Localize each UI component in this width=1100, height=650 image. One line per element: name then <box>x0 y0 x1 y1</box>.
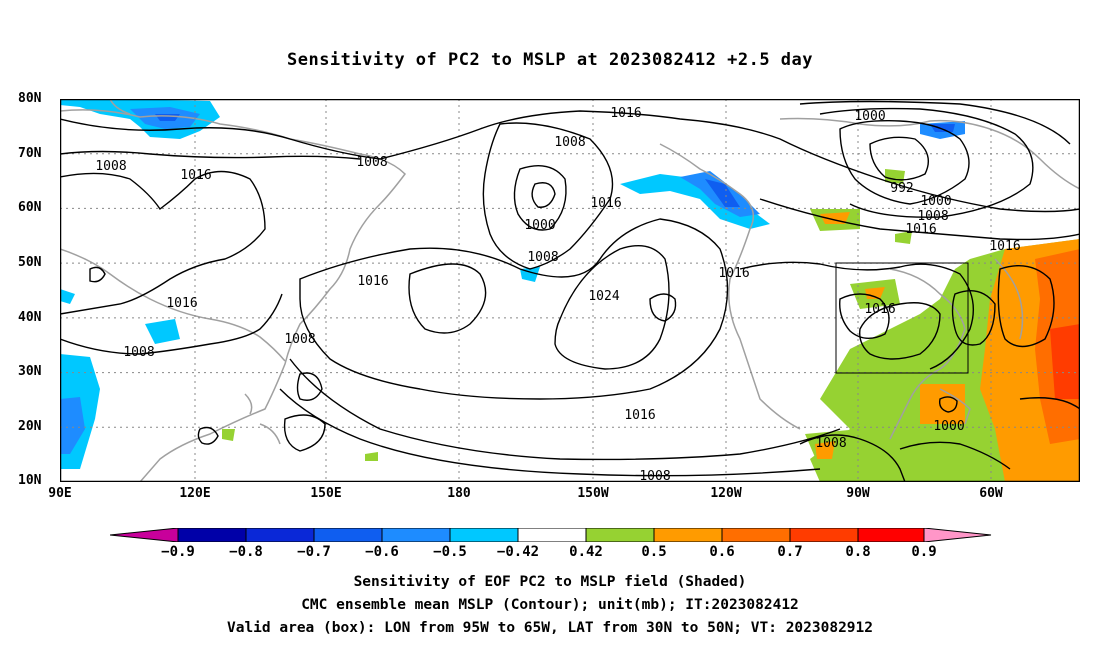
contour-label: 1016 <box>180 168 211 183</box>
map-title: Sensitivity of PC2 to MSLP at 2023082412… <box>286 50 813 70</box>
contour-label: 1008 <box>284 332 315 347</box>
lat-label-50n: 50N <box>18 255 42 270</box>
lon-label-90w: 90W <box>846 486 870 501</box>
mslp-contours <box>60 100 1080 482</box>
colorbar <box>110 528 992 542</box>
colorbar-label: −0.9 <box>161 544 195 560</box>
colorbar-box <box>449 528 519 542</box>
colorbar-label: 0.6 <box>709 544 735 560</box>
contour-label: 1016 <box>610 106 641 121</box>
colorbar-lower-arrow <box>110 528 179 542</box>
map-panel: 1016 1008 1008 1016 1008 1016 1000 1008 … <box>60 99 1080 482</box>
contour-label: 1000 <box>854 109 885 124</box>
lat-label-70n: 70N <box>18 146 42 161</box>
colorbar-box <box>721 528 791 542</box>
lon-label-150w: 150W <box>577 486 609 501</box>
colorbar-box <box>585 528 655 542</box>
colorbar-label: −0.7 <box>297 544 331 560</box>
colorbar-box <box>313 528 383 542</box>
lon-label-180: 180 <box>447 486 471 501</box>
colorbar-box <box>517 528 587 542</box>
colorbar-box <box>653 528 723 542</box>
lat-label-10n: 10N <box>18 473 42 488</box>
colorbar-label: 0.7 <box>777 544 803 560</box>
lat-label-80n: 80N <box>18 91 42 106</box>
colorbar-label: −0.6 <box>365 544 399 560</box>
lat-label-30n: 30N <box>18 364 42 379</box>
contour-label: 1016 <box>905 222 936 237</box>
contour-label: 1016 <box>989 239 1020 254</box>
contour-label: 1008 <box>356 155 387 170</box>
contour-label: 1016 <box>718 266 749 281</box>
map-canvas: 1016 1008 1008 1016 1008 1016 1000 1008 … <box>60 99 1080 482</box>
colorbar-label: −0.5 <box>433 544 467 560</box>
contour-label: 1008 <box>95 159 126 174</box>
colorbar-label: −0.8 <box>229 544 263 560</box>
contour-label: 1016 <box>357 274 388 289</box>
contour-label: 1008 <box>815 436 846 451</box>
valid-area-box <box>835 262 969 374</box>
contour-label: 1000 <box>524 218 555 233</box>
colorbar-box <box>381 528 451 542</box>
contour-label: 1016 <box>166 296 197 311</box>
lat-label-60n: 60N <box>18 200 42 215</box>
contour-label: 1000 <box>933 419 964 434</box>
caption-line-3: Valid area (box): LON from 95W to 65W, L… <box>226 620 873 636</box>
contour-label: 1016 <box>590 196 621 211</box>
contour-label: 992 <box>890 181 913 196</box>
lon-label-60w: 60W <box>979 486 1003 501</box>
colorbar-upper-arrow <box>923 528 992 542</box>
caption-line-2: CMC ensemble mean MSLP (Contour); unit(m… <box>301 597 799 613</box>
colorbar-box <box>245 528 315 542</box>
caption-line-1: Sensitivity of EOF PC2 to MSLP field (Sh… <box>353 574 747 590</box>
contour-label: 1008 <box>554 135 585 150</box>
contour-label: 1008 <box>639 469 670 482</box>
colorbar-label: −0.42 <box>496 544 540 560</box>
contour-label: 1008 <box>527 250 558 265</box>
lat-label-40n: 40N <box>18 310 42 325</box>
lon-label-120w: 120W <box>710 486 742 501</box>
contour-label: 1016 <box>864 302 895 317</box>
colorbar-box <box>789 528 859 542</box>
lon-label-150e: 150E <box>310 486 342 501</box>
contour-label: 1000 <box>920 194 951 209</box>
colorbar-box <box>857 528 925 542</box>
contour-label: 1008 <box>917 209 948 224</box>
gridlines <box>60 99 1080 482</box>
contour-label: 1016 <box>624 408 655 423</box>
lat-label-20n: 20N <box>18 419 42 434</box>
coastlines <box>60 99 1080 482</box>
contour-label: 1024 <box>588 289 619 304</box>
colorbar-label: 0.5 <box>641 544 667 560</box>
map-frame <box>60 99 1080 482</box>
contour-label: 1008 <box>123 345 154 360</box>
colorbar-label: 0.8 <box>845 544 871 560</box>
lon-label-120e: 120E <box>179 486 211 501</box>
colorbar-label: 0.9 <box>911 544 937 560</box>
lon-label-90e: 90E <box>48 486 72 501</box>
contour-labels: 1016 1008 1008 1016 1008 1016 1000 1008 … <box>95 106 1020 482</box>
colorbar-box <box>177 528 247 542</box>
colorbar-label: 0.42 <box>569 544 603 560</box>
